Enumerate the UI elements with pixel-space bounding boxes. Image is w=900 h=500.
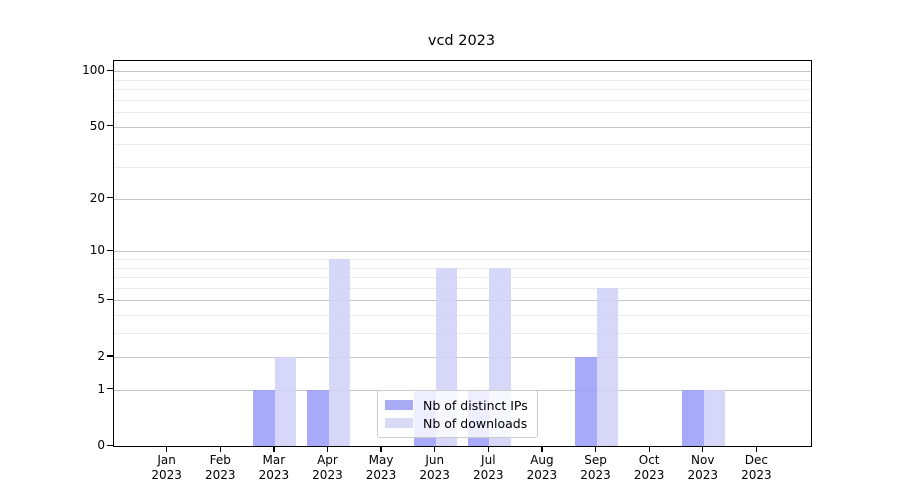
chart-title: vcd 2023 <box>427 33 496 49</box>
ytick-mark-10 <box>107 249 113 251</box>
bar-ips-apr <box>307 389 329 446</box>
gridline-minor-8 <box>114 267 811 269</box>
gridline-major-100 <box>114 71 811 72</box>
gridline-minor-80 <box>114 88 811 90</box>
ytick-mark-2 <box>107 355 113 357</box>
legend-item-downloads: Nb of downloads <box>385 414 528 432</box>
xtick-mark-nov <box>702 446 704 453</box>
gridline-major-20 <box>114 198 811 200</box>
ytick-mark-1 <box>107 388 113 390</box>
xtick-label-sep: Sep 2023 <box>566 453 626 483</box>
xtick-mark-jun <box>434 446 436 453</box>
gridline-minor-40 <box>114 144 811 146</box>
xtick-label-dec: Dec 2023 <box>726 453 786 483</box>
gridline-minor-3 <box>114 333 811 335</box>
gridline-minor-30 <box>114 167 811 168</box>
xtick-label-apr: Apr 2023 <box>297 453 357 483</box>
ytick-label-50: 50 <box>89 118 105 133</box>
ytick-label-2: 2 <box>97 348 105 363</box>
legend-swatch-downloads <box>385 418 413 428</box>
ytick-mark-0 <box>107 444 113 446</box>
ytick-mark-50 <box>107 125 113 127</box>
xtick-label-aug: Aug 2023 <box>512 453 572 483</box>
xtick-year-mar: 2023 <box>258 468 290 482</box>
xtick-year-dec: 2023 <box>741 468 772 482</box>
xtick-mark-jan <box>166 446 168 453</box>
xtick-mark-feb <box>219 446 221 453</box>
xtick-year-jun: 2023 <box>419 468 450 482</box>
xtick-label-jun: Jun 2023 <box>405 453 465 483</box>
bar-ips-mar <box>253 389 275 446</box>
bar-downloads-nov <box>703 389 726 446</box>
gridline-minor-90 <box>114 79 811 81</box>
legend: Nb of distinct IPs Nb of downloads <box>377 390 538 438</box>
gridline-minor-70 <box>114 99 811 101</box>
bar-ips-sep <box>575 356 597 446</box>
xtick-label-nov: Nov 2023 <box>673 453 733 483</box>
ytick-label-100: 100 <box>82 63 105 77</box>
gridline-major-10 <box>114 251 811 253</box>
xtick-year-jan: 2023 <box>151 468 182 482</box>
ytick-label-20: 20 <box>89 190 105 205</box>
ytick-mark-5 <box>107 298 113 301</box>
xtick-mark-jul <box>487 446 489 453</box>
bar-downloads-sep <box>596 287 618 446</box>
xtick-mark-may <box>380 446 382 453</box>
xtick-mark-apr <box>326 446 329 453</box>
legend-swatch-distinct-ips <box>385 400 413 410</box>
xtick-year-jul: 2023 <box>473 468 504 482</box>
xtick-year-oct: 2023 <box>633 468 665 482</box>
gridline-minor-60 <box>114 112 811 113</box>
gridline-minor-7 <box>114 277 811 278</box>
legend-label-downloads: Nb of downloads <box>423 415 528 431</box>
bar-ips-nov <box>682 389 704 446</box>
gridline-minor-6 <box>114 287 811 289</box>
gridline-minor-9 <box>114 258 811 260</box>
xtick-mark-aug <box>541 446 543 453</box>
ytick-mark-100 <box>107 69 113 71</box>
gridline-minor-4 <box>114 315 811 317</box>
xtick-year-may: 2023 <box>365 468 397 482</box>
xtick-year-aug: 2023 <box>526 468 558 482</box>
xtick-year-feb: 2023 <box>204 468 236 482</box>
bar-downloads-mar <box>274 356 297 446</box>
ytick-label-0: 0 <box>97 438 105 452</box>
xtick-mark-oct <box>648 446 650 453</box>
legend-label-distinct-ips: Nb of distinct IPs <box>423 397 528 413</box>
xtick-label-mar: Mar 2023 <box>244 453 304 483</box>
xtick-label-oct: Oct 2023 <box>619 453 679 483</box>
ytick-label-5: 5 <box>97 292 105 307</box>
xtick-year-nov: 2023 <box>687 468 719 482</box>
gridline-major-5 <box>114 300 811 302</box>
xtick-label-may: May 2023 <box>351 453 411 483</box>
xtick-label-jan: Jan 2023 <box>137 453 197 483</box>
ytick-label-10: 10 <box>89 243 105 258</box>
xtick-mark-dec <box>755 446 758 453</box>
bar-downloads-apr <box>328 258 350 446</box>
xtick-mark-sep <box>594 446 597 453</box>
ytick-mark-20 <box>107 197 113 199</box>
legend-item-distinct-ips: Nb of distinct IPs <box>385 396 528 414</box>
ytick-label-1: 1 <box>97 381 105 396</box>
gridline-major-50 <box>114 126 811 128</box>
xtick-year-apr: 2023 <box>312 468 343 482</box>
plot-area <box>113 60 812 447</box>
gridline-major-2 <box>114 356 811 358</box>
xtick-year-sep: 2023 <box>580 468 611 482</box>
xtick-label-feb: Feb 2023 <box>190 453 250 483</box>
xtick-mark-mar <box>273 446 275 453</box>
xtick-label-jul: Jul 2023 <box>458 453 518 483</box>
